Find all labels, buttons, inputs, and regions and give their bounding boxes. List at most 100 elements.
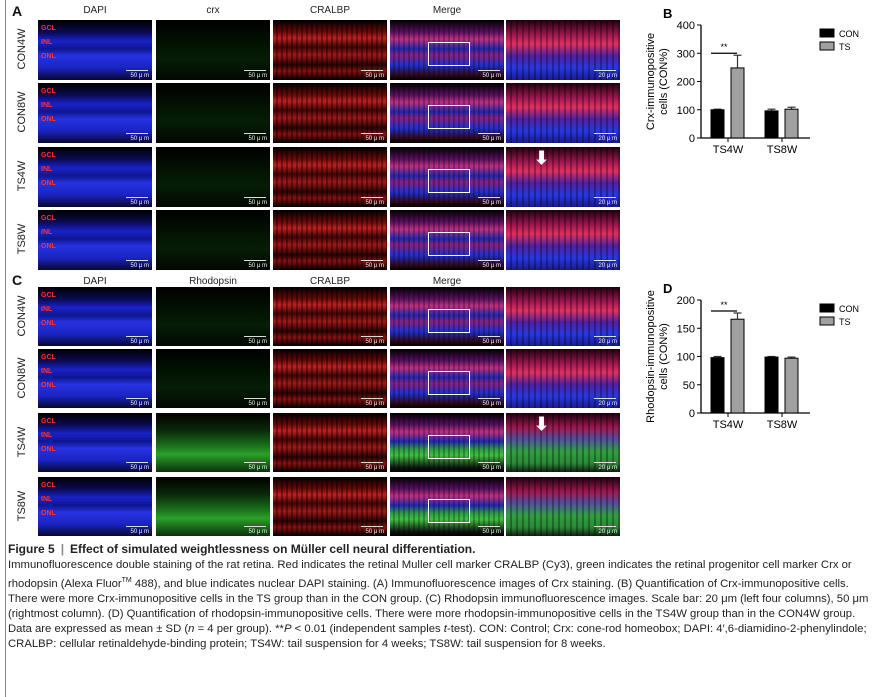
layer-label: INL (41, 432, 53, 439)
micrograph: 20 μ m (506, 349, 620, 408)
scale-bar-label: 50 μ m (130, 73, 149, 79)
x-tick-label: TS8W (767, 419, 798, 431)
panel-label: B (663, 6, 672, 21)
micrograph: 20 μ m (506, 83, 620, 143)
scale-bar (126, 336, 148, 337)
scale-bar-label: 50 μ m (130, 529, 149, 535)
scale-bar-label: 50 μ m (365, 339, 384, 345)
x-tick-label: TS4W (713, 144, 744, 156)
column-header: CRALBP (309, 276, 350, 287)
y-tick-label: 150 (677, 323, 695, 335)
bar-ts-ts4w (730, 67, 745, 139)
scale-bar-label: 50 μ m (248, 73, 267, 79)
scale-bar-label: 50 μ m (482, 401, 501, 407)
figure-number: Figure 5 (8, 542, 55, 556)
micrograph: 50 μ m (390, 83, 504, 143)
panel-label-a: A (12, 3, 23, 19)
micrograph: 50 μ m (273, 20, 387, 80)
scale-bar (361, 462, 383, 463)
panel-label-c: C (12, 272, 23, 288)
down-arrow-icon: ⬇ (534, 414, 550, 434)
scale-bar-label: 20 μ m (598, 465, 617, 471)
y-tick-label: 100 (677, 352, 695, 364)
scale-bar (126, 398, 148, 399)
row-label: TS4W (16, 160, 28, 192)
scale-bar-label: 50 μ m (365, 263, 384, 269)
scale-bar-label: 50 μ m (130, 465, 149, 471)
micrograph: 50 μ m (390, 413, 504, 472)
legend-label: CON (839, 304, 859, 314)
micrograph: 50 μ m (273, 413, 387, 472)
region-of-interest-box (428, 232, 470, 256)
scale-bar (126, 260, 148, 261)
scale-bar-label: 50 μ m (365, 73, 384, 79)
region-of-interest-box (428, 169, 470, 193)
y-tick-label: 400 (677, 20, 695, 32)
layer-label: INL (41, 496, 53, 503)
scale-bar-label: 50 μ m (365, 200, 384, 206)
scale-bar-label: 50 μ m (482, 465, 501, 471)
scale-bar (361, 70, 383, 71)
scale-bar (478, 197, 500, 198)
micrograph: GCL INL ONL 50 μ m (38, 147, 152, 207)
layer-label: INL (41, 229, 53, 236)
significance-marker: ** (720, 300, 728, 310)
y-tick-label: 0 (689, 408, 695, 420)
scale-bar-label: 20 μ m (598, 529, 617, 535)
caption-text: 488), and blue indicates nuclear DAPI st… (8, 577, 869, 635)
row-label: TS8W (16, 223, 28, 255)
layer-label: INL (41, 39, 53, 46)
scale-bar-label: 50 μ m (248, 200, 267, 206)
layer-label: GCL (41, 215, 56, 222)
micrograph: 50 μ m (156, 287, 270, 346)
layer-label: GCL (41, 292, 56, 299)
scale-bar (126, 526, 148, 527)
legend-label: TS (839, 317, 851, 327)
layer-label: GCL (41, 88, 56, 95)
micrograph: 50 μ m (273, 210, 387, 270)
scale-bar-label: 50 μ m (248, 465, 267, 471)
scale-bar-label: 50 μ m (365, 529, 384, 535)
row-label: CON8W (16, 357, 28, 398)
x-tick-label: TS8W (767, 144, 798, 156)
left-margin-rule (5, 0, 6, 697)
legend-swatch (819, 303, 835, 313)
scale-bar (361, 336, 383, 337)
micrograph: 50 μ m (156, 349, 270, 408)
scale-bar-label: 50 μ m (130, 263, 149, 269)
scale-bar (361, 398, 383, 399)
column-header: DAPI (83, 5, 107, 16)
y-tick-label: 200 (677, 77, 695, 89)
legend-swatch (819, 41, 835, 51)
caption-body: Immunofluorescence double staining of th… (8, 558, 878, 652)
scale-bar (244, 526, 266, 527)
layer-label: GCL (41, 25, 56, 32)
region-of-interest-box (428, 434, 470, 459)
scale-bar (594, 398, 616, 399)
scale-bar-label: 20 μ m (598, 200, 617, 206)
scale-bar-label: 50 μ m (365, 401, 384, 407)
micrograph: 50 μ m (273, 147, 387, 207)
scale-bar (594, 133, 616, 134)
scale-bar (594, 336, 616, 337)
scale-bar-label: 50 μ m (130, 136, 149, 142)
x-tick-label: TS4W (713, 419, 744, 431)
scale-bar (126, 462, 148, 463)
layer-label: GCL (41, 418, 56, 425)
bar-ts-ts4w (730, 318, 745, 414)
micrograph: 50 μ m (156, 413, 270, 472)
row-label: CON4W (16, 28, 28, 70)
micrograph: ⬇ 20 μ m (506, 147, 620, 207)
scale-bar (594, 462, 616, 463)
scale-bar (594, 197, 616, 198)
micrograph: 20 μ m (506, 210, 620, 270)
caption-text: t (443, 622, 447, 635)
scale-bar-label: 50 μ m (248, 263, 267, 269)
caption-text: n (188, 622, 195, 635)
scale-bar-label: 50 μ m (365, 136, 384, 142)
micrograph: GCL INL ONL 50 μ m (38, 413, 152, 472)
bar-con-ts8w (764, 356, 779, 414)
scale-bar (361, 133, 383, 134)
bar-ts-ts8w (784, 357, 799, 414)
scale-bar-label: 50 μ m (248, 339, 267, 345)
